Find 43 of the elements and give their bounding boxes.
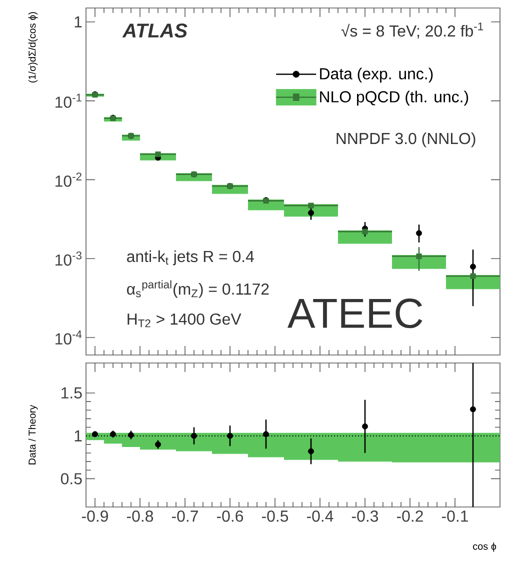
x-tick-label: -0.1	[442, 510, 468, 522]
point	[110, 431, 116, 438]
x-tick-label: -0.2	[396, 510, 423, 522]
annotation: NNPDF 3.0 (NNLO)	[336, 132, 476, 148]
x-tick-label: -0.8	[126, 510, 154, 522]
point	[155, 441, 161, 448]
point	[155, 151, 161, 158]
point	[92, 431, 98, 438]
y-tick-label: 1.5	[62, 387, 82, 399]
annotation: α$_{s}$$^{partial}$(m$_{Z}$) = 0.1172	[127, 280, 269, 298]
y-tick-label: 10$^{-2}$	[56, 172, 82, 187]
annotation: ATEEC	[287, 298, 422, 328]
y-tick-label: 1	[74, 430, 82, 442]
annotation: anti-k$_{t}$ jets R = 0.4	[127, 250, 254, 266]
y-axis-title: (1/σ)dΣ/d(cos ϕ)	[28, 12, 38, 82]
legend-label: Data (exp. unc.)	[320, 68, 433, 83]
y-tick-label: 10$^{-3}$	[56, 251, 82, 266]
annotation: ATLAS	[122, 24, 188, 38]
point	[470, 264, 476, 270]
y-tick-label: 10$^{-4}$	[56, 330, 82, 345]
y-tick-label: 0.5	[60, 473, 82, 484]
x-tick-label: -0.4	[306, 510, 334, 522]
y-tick-label: 10$^{-1}$	[56, 94, 82, 108]
point	[362, 423, 368, 430]
point	[416, 230, 422, 236]
x-tick-label: -0.9	[82, 510, 108, 522]
point	[191, 432, 197, 439]
x-tick-label: -0.6	[216, 510, 244, 522]
annotation: √s = 8 TeV; 20.2 fb$^{-1}$	[341, 22, 483, 39]
y-axis-title: Data / Theory	[28, 404, 38, 464]
x-tick-label: -0.5	[262, 510, 288, 522]
point	[308, 210, 314, 216]
point	[227, 432, 233, 439]
x-axis-title: cos ϕ	[473, 542, 496, 552]
legend-label: NLO pQCD (th. unc.)	[320, 90, 468, 106]
point	[416, 253, 422, 260]
y-tick-label: 1	[74, 16, 82, 28]
point	[308, 448, 314, 454]
x-tick-label: -0.3	[352, 510, 378, 522]
point	[470, 406, 476, 412]
x-tick-label: -0.7	[172, 510, 198, 522]
point	[263, 431, 269, 438]
annotation: H$_{T2}$ > 1400 GeV	[128, 313, 242, 328]
